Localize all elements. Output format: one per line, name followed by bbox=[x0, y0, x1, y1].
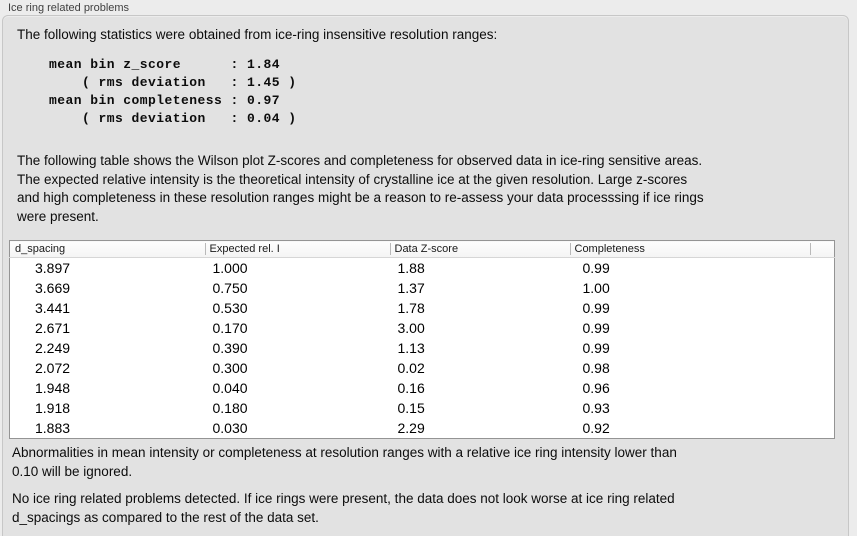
column-header-completeness[interactable]: Completeness bbox=[569, 240, 810, 258]
table-cell: 0.170 bbox=[212, 320, 248, 336]
table-cell: 0.030 bbox=[212, 420, 248, 436]
table-cell: 0.390 bbox=[212, 340, 248, 356]
table-cell bbox=[810, 278, 835, 298]
table-cell bbox=[810, 298, 835, 318]
table-cell: 0.15 bbox=[397, 400, 425, 416]
table-cell bbox=[810, 338, 835, 358]
column-header-d-spacing[interactable]: d_spacing bbox=[9, 240, 205, 258]
table-cell: 3.669 bbox=[35, 280, 71, 296]
table-row[interactable]: 1.883 0.030 2.29 0.92 bbox=[10, 418, 835, 439]
table-cell: 0.99 bbox=[582, 260, 610, 276]
table-cell: 0.99 bbox=[582, 300, 610, 316]
table-cell: 0.02 bbox=[397, 360, 425, 376]
table-cell: 0.300 bbox=[212, 360, 248, 376]
table-cell: 3.897 bbox=[35, 260, 71, 276]
table-body: 3.897 1.000 1.88 0.99 3.669 0.750 1.37 1.00 3.44… bbox=[10, 258, 835, 439]
table-cell: 1.918 bbox=[35, 400, 71, 416]
column-header-z-score[interactable]: Data Z-score bbox=[389, 240, 570, 258]
panel-title: Ice ring related problems bbox=[8, 2, 130, 14]
table-cell bbox=[810, 258, 835, 279]
table-cell: 0.98 bbox=[582, 360, 610, 376]
table-cell: 1.88 bbox=[397, 260, 425, 276]
column-header-empty bbox=[809, 240, 835, 258]
conclusion-text: No ice ring related problems detected. I… bbox=[12, 491, 675, 525]
table-cell: 2.29 bbox=[397, 420, 425, 436]
table-cell: 1.948 bbox=[35, 380, 71, 396]
table-cell bbox=[810, 318, 835, 338]
table-row[interactable]: 3.441 0.530 1.78 0.99 bbox=[10, 298, 835, 318]
column-header-expected-i[interactable]: Expected rel. I bbox=[204, 240, 390, 258]
table-cell: 1.13 bbox=[397, 340, 425, 356]
table-cell: 0.99 bbox=[582, 340, 610, 356]
table-cell: 0.99 bbox=[582, 320, 610, 336]
table-cell bbox=[810, 398, 835, 418]
table-cell: 0.530 bbox=[212, 300, 248, 316]
table-row[interactable]: 2.072 0.300 0.02 0.98 bbox=[10, 358, 835, 378]
table-cell: 0.040 bbox=[212, 380, 248, 396]
stats-block: mean bin z_score : 1.84 ( rms deviation … bbox=[49, 57, 297, 126]
ice-ring-groupbox: The following statistics were obtained f… bbox=[2, 15, 849, 536]
table-cell: 0.16 bbox=[397, 380, 425, 396]
table-cell: 3.00 bbox=[397, 320, 425, 336]
table-cell: 0.92 bbox=[582, 420, 610, 436]
table-cell: 1.78 bbox=[397, 300, 425, 316]
table-cell: 1.00 bbox=[582, 280, 610, 296]
table-cell: 1.000 bbox=[212, 260, 248, 276]
table-cell: 0.180 bbox=[212, 400, 248, 416]
table-cell: 2.249 bbox=[35, 340, 71, 356]
table-cell: 3.441 bbox=[35, 300, 71, 316]
table-cell bbox=[810, 418, 835, 439]
table-header: d_spacing Expected rel. I Data Z-score C… bbox=[9, 240, 835, 258]
table-row[interactable]: 1.948 0.040 0.16 0.96 bbox=[10, 378, 835, 398]
ice-ring-table: d_spacing Expected rel. I Data Z-score C… bbox=[9, 240, 835, 439]
table-cell: 2.671 bbox=[35, 320, 71, 336]
table-row[interactable]: 3.897 1.000 1.88 0.99 bbox=[10, 258, 835, 279]
table-cell: 1.37 bbox=[397, 280, 425, 296]
table-cell: 1.883 bbox=[35, 420, 71, 436]
table-row[interactable]: 3.669 0.750 1.37 1.00 bbox=[10, 278, 835, 298]
table-cell: 2.072 bbox=[35, 360, 71, 376]
ignore-note: Abnormalities in mean intensity or compl… bbox=[12, 445, 677, 479]
table-row[interactable]: 2.249 0.390 1.13 0.99 bbox=[10, 338, 835, 358]
table-description: The following table shows the Wilson plo… bbox=[17, 153, 704, 224]
table-cell bbox=[810, 378, 835, 398]
table-cell bbox=[810, 358, 835, 378]
table-cell: 0.750 bbox=[212, 280, 248, 296]
table-cell: 0.93 bbox=[582, 400, 610, 416]
table-row[interactable]: 1.918 0.180 0.15 0.93 bbox=[10, 398, 835, 418]
table-row[interactable]: 2.671 0.170 3.00 0.99 bbox=[10, 318, 835, 338]
table-cell: 0.96 bbox=[582, 380, 610, 396]
intro-paragraph: The following statistics were obtained f… bbox=[17, 27, 498, 42]
